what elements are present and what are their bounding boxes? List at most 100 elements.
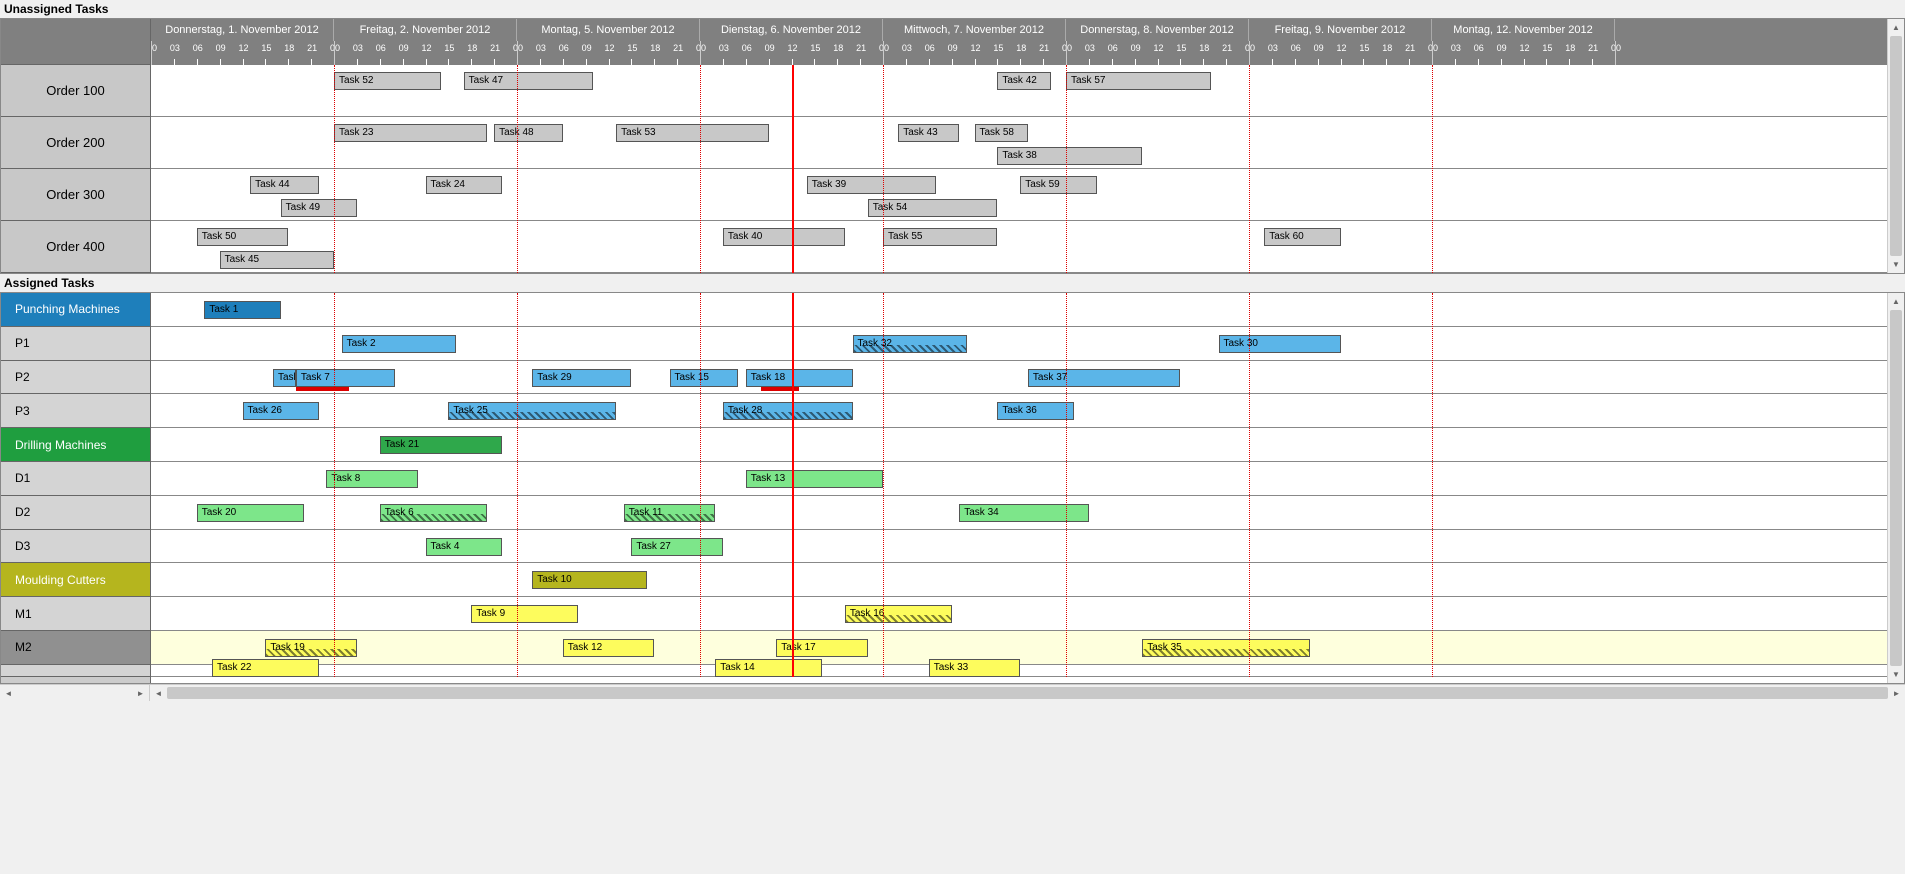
task-bar[interactable]: Task 15 [670, 369, 739, 387]
task-label: Task 49 [286, 202, 320, 213]
task-bar[interactable]: Task 34 [959, 504, 1089, 522]
row-label[interactable]: M2 [1, 631, 150, 665]
task-label: Task 23 [339, 127, 373, 138]
task-bar[interactable]: Task 2 [342, 335, 456, 353]
task-bar[interactable]: Task 18 [746, 369, 853, 387]
task-bar[interactable]: Task 22 [212, 659, 319, 677]
task-bar[interactable]: Task 19 [265, 639, 357, 657]
day-header: Donnerstag, 1. November 2012 [151, 19, 334, 41]
task-bar[interactable]: Task 54 [868, 199, 998, 217]
task-label: Task 43 [903, 127, 937, 138]
task-bar[interactable]: Task 4 [426, 538, 502, 556]
task-label: Task 60 [1269, 231, 1303, 242]
task-bar[interactable]: Task 25 [448, 402, 616, 420]
gantt-row: Task 22Task 14Task 33 [151, 665, 1904, 677]
row-label[interactable]: P2 [1, 361, 150, 395]
task-label: Task 14 [720, 662, 754, 673]
task-bar[interactable]: Task 57 [1066, 72, 1211, 90]
gantt-row: Task 2 Task 32 Task 30 [151, 327, 1904, 361]
task-bar[interactable]: Task 49 [281, 199, 357, 217]
task-bar[interactable]: Task 37 [1028, 369, 1181, 387]
task-bar[interactable]: Task 9 [471, 605, 578, 623]
vscrollbar[interactable]: ▲▼ [1887, 293, 1904, 683]
task-label: Task 50 [202, 231, 236, 242]
task-bar[interactable]: Task 29 [532, 369, 631, 387]
task-bar[interactable]: Task 7 [296, 369, 395, 387]
task-bar[interactable]: Task 44 [250, 176, 319, 194]
task-bar[interactable]: Task 1 [204, 301, 280, 319]
task-bar[interactable]: Task 47 [464, 72, 594, 90]
task-bar[interactable]: Task 11 [624, 504, 716, 522]
task-bar[interactable]: Task 35 [1142, 639, 1310, 657]
task-bar[interactable]: Task 36 [997, 402, 1073, 420]
task-label: Task 1 [209, 304, 238, 315]
task-bar[interactable]: Task 50 [197, 228, 289, 246]
gantt-row: Task 1 [151, 293, 1904, 327]
row-label[interactable]: Order 200 [1, 117, 150, 169]
row-label[interactable]: D3 [1, 530, 150, 564]
row-label[interactable]: Punching Machines [1, 293, 150, 327]
task-label: Task 10 [537, 574, 571, 585]
row-label[interactable]: Order 300 [1, 169, 150, 221]
task-label: Task 21 [385, 439, 419, 450]
task-label: Task 18 [751, 372, 785, 383]
task-bar[interactable]: Task 33 [929, 659, 1021, 677]
gantt-row: Task 20 Task 6 Task 11 Task 34 [151, 496, 1904, 530]
gantt-row: Task 3Task 7 Task 29 Task 15 Task 18 Task 37 [151, 361, 1904, 395]
task-bar[interactable]: Task 38 [997, 147, 1142, 165]
task-bar[interactable]: Task 28 [723, 402, 853, 420]
task-bar[interactable]: Task 52 [334, 72, 441, 90]
task-bar[interactable]: Task 59 [1020, 176, 1096, 194]
day-header: Mittwoch, 7. November 2012 [883, 19, 1066, 41]
task-bar[interactable]: Task 8 [326, 470, 418, 488]
task-bar[interactable]: Task 26 [243, 402, 319, 420]
row-label[interactable]: Drilling Machines [1, 428, 150, 462]
task-bar[interactable]: Task 20 [197, 504, 304, 522]
row-label[interactable]: Order 400 [1, 221, 150, 273]
task-bar[interactable]: Task 23 [334, 124, 487, 142]
task-label: Task 33 [934, 662, 968, 673]
task-bar[interactable]: Task 40 [723, 228, 845, 246]
task-bar[interactable]: Task 30 [1219, 335, 1341, 353]
task-bar[interactable]: Task 16 [845, 605, 952, 623]
task-label: Task 12 [568, 642, 602, 653]
gantt-row: Task 9 Task 16 [151, 597, 1904, 631]
task-label: Task 2 [347, 338, 376, 349]
task-bar[interactable]: Task 14 [715, 659, 822, 677]
task-bar[interactable]: Task 6 [380, 504, 487, 522]
row-label[interactable]: P3 [1, 394, 150, 428]
row-label[interactable] [1, 665, 150, 677]
task-bar[interactable]: Task 12 [563, 639, 655, 657]
row-label[interactable]: Order 100 [1, 65, 150, 117]
row-label[interactable]: M1 [1, 597, 150, 631]
row-label[interactable]: Moulding Cutters [1, 563, 150, 597]
gantt-row: Task 52 Task 47 Task 42 Task 57 [151, 65, 1904, 117]
task-bar[interactable]: Task 39 [807, 176, 937, 194]
day-header: Montag, 12. November 2012 [1432, 19, 1615, 41]
task-bar[interactable]: Task 3 [273, 369, 296, 387]
task-bar[interactable]: Task 27 [631, 538, 723, 556]
task-label: Task 53 [621, 127, 655, 138]
row-label[interactable]: P1 [1, 327, 150, 361]
task-bar[interactable]: Task 13 [746, 470, 883, 488]
task-bar[interactable]: Task 32 [853, 335, 967, 353]
task-bar[interactable]: Task 55 [883, 228, 997, 246]
task-label: Task 13 [751, 473, 785, 484]
task-bar[interactable]: Task 43 [898, 124, 959, 142]
task-bar[interactable]: Task 48 [494, 124, 563, 142]
vscrollbar[interactable]: ▲▼ [1887, 19, 1904, 273]
row-label[interactable]: D1 [1, 462, 150, 496]
task-bar[interactable]: Task 60 [1264, 228, 1340, 246]
task-label: Task 54 [873, 202, 907, 213]
row-label[interactable]: D2 [1, 496, 150, 530]
task-bar[interactable]: Task 17 [776, 639, 868, 657]
task-bar[interactable]: Task 21 [380, 436, 502, 454]
hscrollbar[interactable]: ◄ ► ◄ ► [0, 684, 1905, 701]
task-bar[interactable]: Task 10 [532, 571, 646, 589]
gantt-row: Task 23 Task 48 Task 53 Task 43 Task 58 Task … [151, 117, 1904, 169]
task-bar[interactable]: Task 42 [997, 72, 1050, 90]
task-bar[interactable]: Task 58 [975, 124, 1028, 142]
task-bar[interactable]: Task 45 [220, 251, 334, 269]
task-bar[interactable]: Task 24 [426, 176, 502, 194]
task-bar[interactable]: Task 53 [616, 124, 769, 142]
